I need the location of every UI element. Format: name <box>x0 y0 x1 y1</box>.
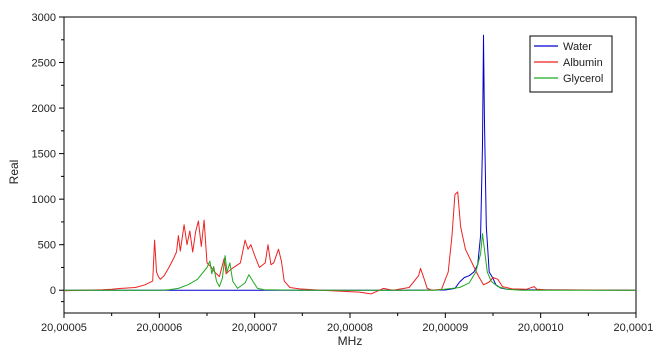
x-tick-label: 20,00009 <box>422 322 468 334</box>
x-tick-label: 20,00008 <box>327 322 373 334</box>
legend: Water Albumin Glycerol <box>529 35 613 93</box>
y-tick-label: 0 <box>50 285 56 297</box>
series-line-albumin <box>63 191 637 295</box>
series-layer <box>63 34 637 295</box>
y-tick-label: 500 <box>38 240 56 252</box>
x-tick-label: 20,00006 <box>136 322 182 334</box>
x-tick-label: 20,00010 <box>518 322 564 334</box>
y-axis-label: Real <box>7 160 21 185</box>
x-tick-label: 20,00005 <box>41 322 87 334</box>
x-tick-label: 20,00007 <box>232 322 278 334</box>
legend-label-albumin: Albumin <box>563 57 603 69</box>
y-tick-label: 2000 <box>32 103 56 115</box>
legend-label-glycerol: Glycerol <box>563 73 603 85</box>
legend-label-water: Water <box>563 41 592 53</box>
legend-box <box>529 35 613 93</box>
x-axis-label: MHz <box>338 334 363 348</box>
x-tick-label: 20,00011 <box>613 322 653 334</box>
y-tick-label: 1000 <box>32 194 56 206</box>
y-axis: 0 500 1000 1500 2000 2500 3000 <box>32 12 65 313</box>
series-line-glycerol <box>64 233 636 291</box>
y-tick-label: 1500 <box>32 149 56 161</box>
y-tick-label: 2500 <box>32 58 56 70</box>
y-tick-label: 3000 <box>32 12 56 24</box>
x-axis: 20,00005 20,00006 20,00007 20,00008 20,00009… <box>41 312 653 334</box>
